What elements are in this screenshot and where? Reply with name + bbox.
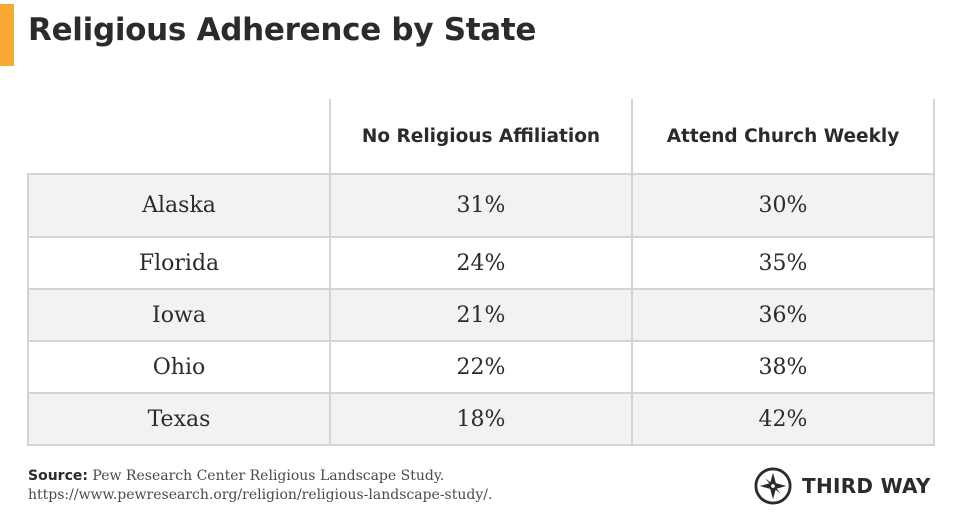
source-note: Source: Pew Research Center Religious La… [28,467,718,505]
attend-weekly-cell: 36% [631,288,935,342]
attend-weekly-cell: 42% [631,392,935,446]
state-cell: Texas [27,392,331,446]
state-cell: Alaska [27,173,331,238]
no-affiliation-cell: 18% [329,392,633,446]
header-row: No Religious Affiliation Attend Church W… [28,99,935,175]
compass-icon [754,467,792,505]
attend-weekly-cell: 35% [631,236,935,290]
no-affiliation-cell: 22% [329,340,633,394]
attend-weekly-cell: 30% [631,173,935,238]
state-cell: Florida [27,236,331,290]
source-text: Pew Research Center Religious Landscape … [28,468,493,503]
no-affiliation-cell: 24% [329,236,633,290]
source-label: Source: [28,468,88,484]
table-row: Texas 18% 42% [27,392,935,446]
header-cell-attend-weekly: Attend Church Weekly [631,99,935,175]
chart-title: Religious Adherence by State [28,12,537,48]
state-cell: Ohio [27,340,331,394]
third-way-logo: THIRD WAY [754,466,931,506]
attend-weekly-cell: 38% [631,340,935,394]
table-row: Alaska 31% 30% [27,173,935,238]
accent-bar [0,4,14,66]
table-row: Ohio 22% 38% [27,340,935,394]
header-cell-state [28,99,331,175]
logo-text: THIRD WAY [802,474,931,498]
header-cell-no-affiliation: No Religious Affiliation [329,99,633,175]
data-table: No Religious Affiliation Attend Church W… [27,99,935,446]
table-row: Florida 24% 35% [27,236,935,290]
no-affiliation-cell: 21% [329,288,633,342]
state-cell: Iowa [27,288,331,342]
no-affiliation-cell: 31% [329,173,633,238]
table-row: Iowa 21% 36% [27,288,935,342]
